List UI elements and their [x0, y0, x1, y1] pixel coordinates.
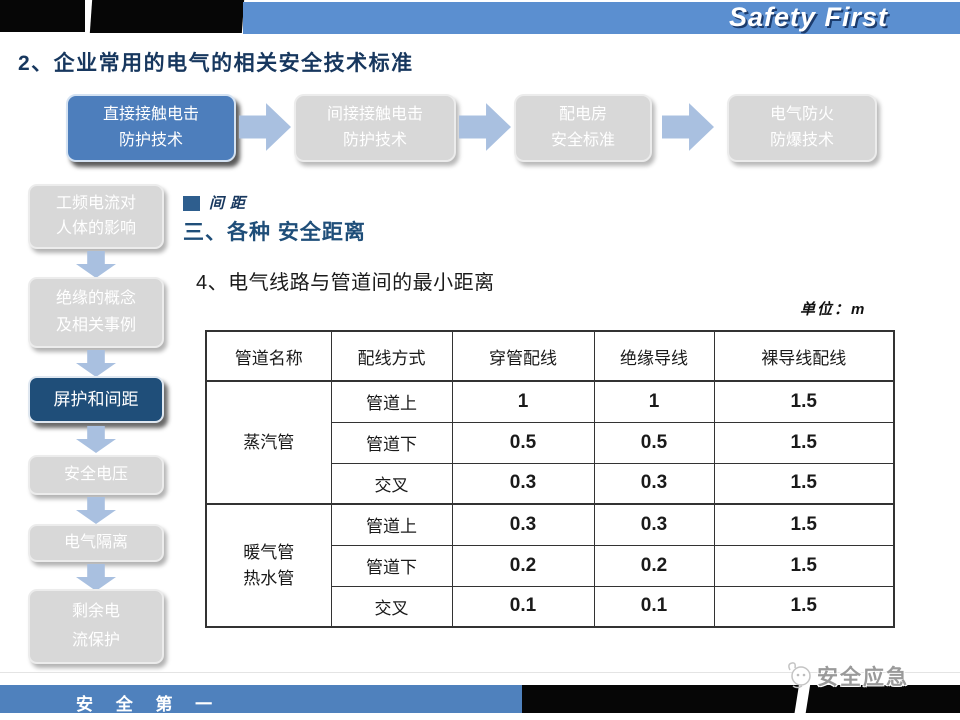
flow-box-indirect-contact-protection: 间接接触电击 防护技术: [294, 94, 456, 162]
flow-box-direct-contact-protection: 直接接触电击 防护技术: [66, 94, 236, 162]
sidebar-label-line2: 人体的影响: [55, 220, 136, 238]
brand-slogan: Safety First: [728, 2, 888, 32]
flow-box-label-line2: 防护技术: [342, 132, 407, 150]
arrow-down-icon: [76, 251, 116, 278]
cell-wiring-method: 管道上: [330, 380, 453, 423]
page-title: 2、企业常用的电气的相关安全技术标准: [18, 52, 414, 75]
footer-blue-bar: [0, 685, 522, 713]
cell-value: 1.5: [713, 544, 895, 587]
cell-wiring-method: 交叉: [330, 585, 453, 628]
cell-value: 1: [451, 380, 595, 423]
top-black-bar-center: [89, 0, 245, 33]
cell-wiring-method: 交叉: [330, 462, 453, 505]
arrow-down-icon: [76, 497, 116, 524]
top-black-bar-left: [0, 0, 85, 32]
cell-value: 1.5: [713, 585, 895, 628]
group-name-heating-pipe: 暖气管 热水管: [205, 503, 332, 628]
watermark-logo-text: 安全应急: [817, 666, 909, 689]
cell-value: 0.3: [451, 503, 595, 546]
min-distance-table: 管道名称 配线方式 穿管配线 绝缘导线 裸导线配线 蒸汽管 管道上 1 1 1.…: [205, 330, 895, 628]
group-name-line1: 暖气管: [243, 543, 295, 562]
flow-box-label-line1: 电气防火: [769, 105, 834, 123]
col-header-insulated-wire: 绝缘导线: [593, 330, 715, 382]
table-row: 管道下 0.5 0.5 1.5: [206, 421, 895, 464]
cell-value: 0.3: [593, 503, 715, 546]
sidebar-item-electrical-isolation: 电气隔离: [28, 524, 164, 562]
flow-box-label-line1: 直接接触电击: [102, 105, 199, 123]
group-name-steam-pipe: 蒸汽管: [205, 380, 332, 505]
cell-wiring-method: 管道下: [330, 544, 453, 587]
arrow-right-icon: [662, 103, 714, 151]
cell-value: 0.1: [451, 585, 595, 628]
section-title: 三、各种 安全距离: [183, 221, 366, 244]
watermark-logo: 安全应急: [784, 660, 909, 692]
table-header-row: 管道名称 配线方式 穿管配线 绝缘导线 裸导线配线: [205, 330, 895, 382]
arrow-right-icon: [459, 103, 511, 151]
cell-value: 0.5: [593, 421, 715, 464]
sidebar-label-line1: 屏护和间距: [53, 390, 139, 409]
cell-wiring-method: 管道下: [330, 421, 453, 464]
col-header-bare-wire: 裸导线配线: [713, 330, 895, 382]
cell-value: 1.5: [713, 462, 895, 505]
footer-black-bar: [522, 685, 960, 713]
cell-wiring-method: 管道上: [330, 503, 453, 546]
flow-box-label-line2: 防爆技术: [769, 132, 834, 150]
flow-box-label-line2: 安全标准: [550, 132, 615, 150]
table-row: 暖气管 热水管 管道上 0.3 0.3 1.5: [205, 503, 895, 628]
arrow-right-icon: [239, 103, 291, 151]
flow-box-label-line1: 配电房: [558, 105, 607, 123]
flow-box-fire-explosion-protection: 电气防火 防爆技术: [727, 94, 877, 162]
top-blue-bar: [243, 2, 960, 34]
cell-value: 0.5: [451, 421, 595, 464]
cell-value: 0.3: [593, 462, 715, 505]
sidebar-label-line1: 绝缘的概念: [55, 289, 136, 307]
cell-value: 0.2: [593, 544, 715, 587]
table-row: 蒸汽管 管道上 1 1 1.5: [205, 380, 895, 505]
unit-note: 单位：m: [800, 301, 867, 318]
sidebar-label-line2: 及相关事例: [55, 317, 136, 335]
arrow-down-icon: [76, 350, 116, 377]
sidebar-item-safety-voltage: 安全电压: [28, 455, 164, 495]
arrow-down-icon: [76, 426, 116, 453]
flow-box-label-line1: 间接接触电击: [326, 105, 423, 123]
flow-box-distribution-room: 配电房 安全标准: [514, 94, 652, 162]
sidebar-item-residual-current-protection: 剩余电 流保护: [28, 589, 164, 664]
sidebar-item-current-effect: 工频电流对 人体的影响: [28, 184, 164, 249]
arrow-down-icon: [76, 564, 116, 591]
bullet-square-icon: [183, 196, 200, 211]
cell-value: 1: [593, 380, 715, 423]
table-row: 管道下 0.2 0.2 1.5: [206, 544, 895, 587]
sidebar-label-line2: 流保护: [71, 632, 120, 649]
sidebar-label-line1: 电气隔离: [63, 534, 128, 551]
cell-value: 1.5: [713, 503, 895, 546]
sidebar-label-line1: 工频电流对: [55, 194, 136, 212]
sidebar-item-insulation-concept: 绝缘的概念 及相关事例: [28, 277, 164, 348]
sidebar-label-line1: 安全电压: [63, 466, 128, 483]
footer-slogan: 安 全 第 一: [76, 695, 222, 714]
col-header-pipe-name: 管道名称: [205, 330, 332, 382]
footer-divider: [0, 672, 960, 673]
table-row: 交叉 0.1 0.1 1.5: [206, 585, 895, 628]
col-header-wiring-method: 配线方式: [330, 330, 453, 382]
group-name-line2: 热水管: [243, 568, 295, 588]
sidebar-label-line1: 剩余电: [71, 603, 120, 620]
mascot-icon: [788, 662, 811, 689]
cell-value: 0.3: [451, 462, 595, 505]
sidebar-item-shielding-clearance: 屏护和间距: [28, 376, 164, 423]
cell-value: 1.5: [713, 380, 895, 423]
col-header-conduit-wiring: 穿管配线: [451, 330, 595, 382]
cell-value: 1.5: [713, 421, 895, 464]
cell-value: 0.2: [451, 544, 595, 587]
cell-value: 0.1: [593, 585, 715, 628]
bullet-label: 间距: [209, 195, 252, 212]
table-row: 交叉 0.3 0.3 1.5: [206, 462, 895, 505]
item-title: 4、电气线路与管道间的最小距离: [196, 272, 495, 294]
flow-box-label-line2: 防护技术: [118, 132, 183, 150]
